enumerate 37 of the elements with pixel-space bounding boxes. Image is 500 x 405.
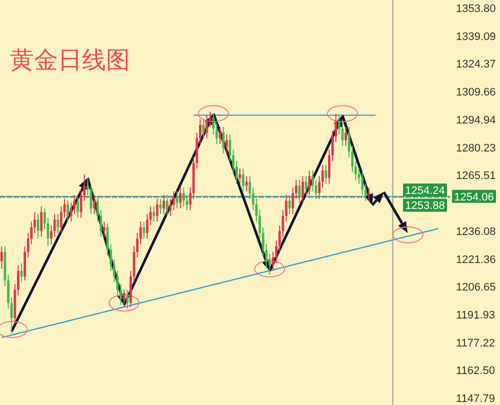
y-tick-label: 1206.65 xyxy=(456,282,496,294)
y-tick-label: 1324.37 xyxy=(456,58,496,71)
candlestick xyxy=(304,176,308,196)
candlestick xyxy=(0,246,3,270)
candlestick xyxy=(103,221,106,238)
candlestick xyxy=(36,214,40,240)
ref-line-label: 1254.24 xyxy=(405,185,445,198)
candlestick xyxy=(298,179,301,204)
y-tick-label: 1221.36 xyxy=(456,254,496,266)
candlestick xyxy=(56,214,60,234)
ref-line-label: 1254.06 xyxy=(454,191,494,204)
y-tick-label: 1309.66 xyxy=(456,86,496,99)
y-tick-label: 1280.23 xyxy=(456,142,496,154)
candlestick xyxy=(40,206,43,238)
candlestick xyxy=(324,164,328,184)
ref-line-label: 1253.88 xyxy=(405,200,445,212)
candlestick xyxy=(308,170,311,196)
candlestick xyxy=(344,126,347,146)
candlestick xyxy=(242,168,244,192)
candlestick xyxy=(76,196,79,218)
candlestick xyxy=(93,194,96,215)
y-tick-label: 1294.94 xyxy=(456,114,496,126)
candlestick xyxy=(238,168,242,184)
y-tick-label: 1353.80 xyxy=(456,3,496,16)
y-tick-label: 1147.79 xyxy=(456,393,495,405)
y-tick-label: 1177.22 xyxy=(456,337,495,350)
candlestick xyxy=(368,187,370,202)
y-tick-label: 1265.51 xyxy=(456,170,496,182)
y-tick-label: 1162.50 xyxy=(456,365,495,378)
y-tick-label: 1191.93 xyxy=(456,309,495,322)
text: 黄金日线图 xyxy=(10,47,130,74)
y-tick-label: 1339.09 xyxy=(456,30,496,43)
candlestick xyxy=(225,134,228,154)
candlestick xyxy=(66,200,70,222)
candlestick xyxy=(302,176,304,204)
candlestick xyxy=(222,126,225,154)
y-tick-label: 1236.08 xyxy=(456,226,496,238)
